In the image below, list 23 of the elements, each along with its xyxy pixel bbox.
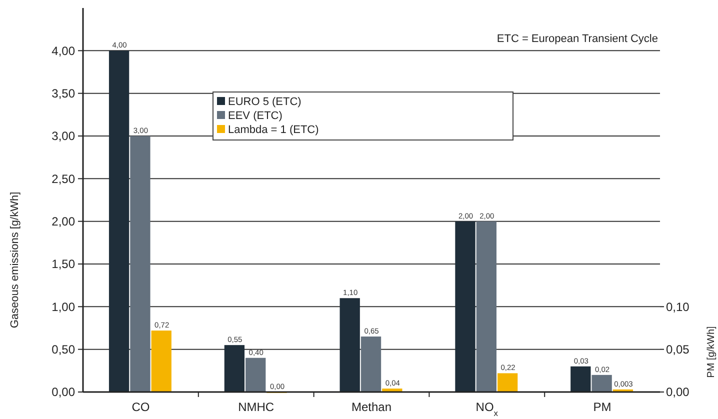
y-tick-label: 3,00 (52, 129, 76, 144)
y2-tick-label: 0,10 (666, 300, 690, 314)
y2-axis-title: PM [g/kWh] (706, 326, 717, 378)
y-axis-title: Gaseous emissions [g/kWh] (9, 192, 21, 328)
annotation: ETC = European Transient Cycle (496, 33, 658, 45)
y-tick-label: 4,00 (52, 44, 76, 58)
y-tick-label: 1,00 (52, 300, 76, 314)
legend-label: Lambda = 1 (ETC) (228, 124, 319, 136)
y2-tick-label: 0,00 (666, 385, 690, 400)
y-tick-label: 1,50 (52, 257, 76, 272)
legend-label: EEV (ETC) (228, 110, 282, 122)
y-tick-label: 0,50 (52, 342, 76, 357)
y-tick-label: 2,50 (52, 172, 76, 186)
x-tick-label: CO (132, 400, 150, 414)
x-tick-label: NMHC (238, 400, 274, 414)
y-tick-label: 2,00 (52, 214, 76, 229)
x-tick-label: NO$_{x}$ (476, 400, 499, 418)
y-tick-label: 0,00 (52, 385, 76, 400)
y-tick-label: 3,50 (52, 86, 76, 101)
x-tick-label: PM (593, 400, 612, 414)
x-tick-label: Methan (351, 400, 392, 414)
y2-tick-label: 0,05 (666, 342, 690, 357)
legend-label: EURO 5 (ETC) (228, 96, 302, 108)
